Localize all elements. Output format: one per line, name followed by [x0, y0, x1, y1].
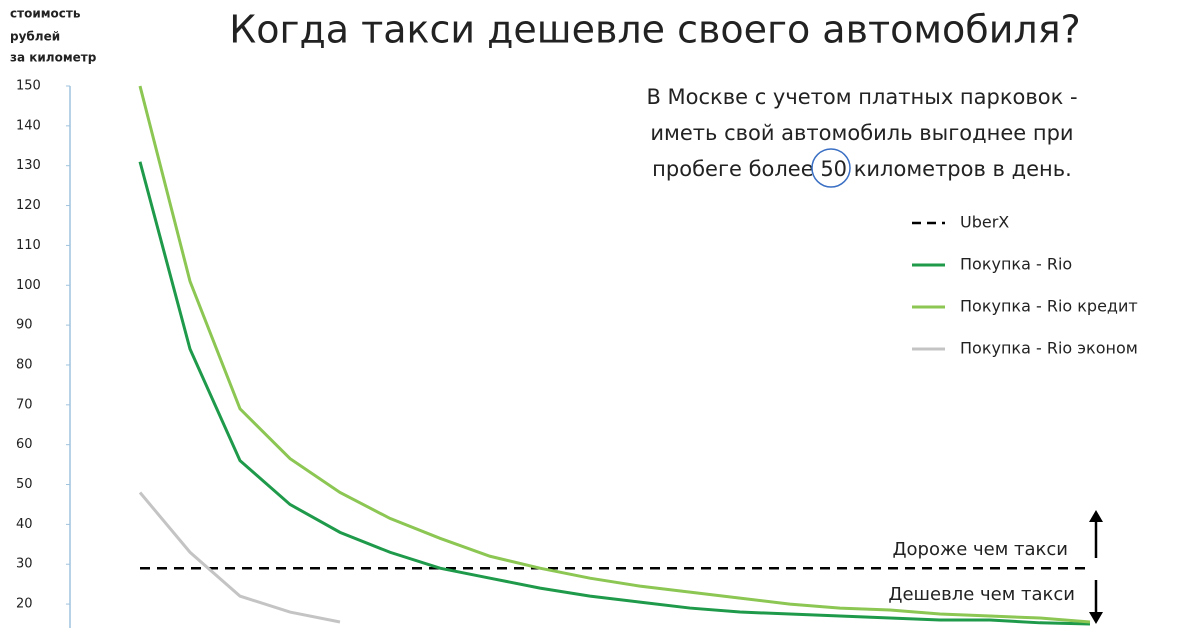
annotation: Дешевле чем такси [888, 584, 1075, 605]
y-tick-label: 60 [16, 437, 33, 452]
y-tick-label: 100 [16, 278, 41, 293]
chart-title: Когда такси дешевле своего автомобиля? [229, 8, 1080, 52]
subtitle: пробеге более 50 километров в день. [652, 157, 1072, 181]
y-axis-label: стоимость [10, 7, 81, 21]
y-axis-label: за километр [10, 51, 97, 65]
y-tick-label: 150 [16, 79, 41, 94]
y-tick-label: 80 [16, 357, 33, 372]
legend-label: Покупка - Rio кредит [960, 297, 1138, 316]
series-line [138, 85, 1091, 624]
y-tick-label: 140 [16, 118, 41, 133]
subtitle: иметь свой автомобиль выгоднее при [650, 121, 1073, 145]
y-tick-label: 40 [16, 517, 33, 532]
subtitle: В Москве с учетом платных парковок - [646, 85, 1077, 109]
series-line [138, 161, 1091, 626]
y-tick-label: 30 [16, 557, 33, 572]
y-tick-label: 110 [16, 238, 41, 253]
y-tick-label: 70 [16, 397, 33, 412]
series-line [138, 491, 341, 624]
legend-label: UberX [960, 213, 1009, 232]
y-tick-label: 20 [16, 597, 33, 612]
legend-label: Покупка - Rio эконом [960, 339, 1138, 358]
y-axis-label: рублей [10, 30, 60, 44]
y-tick-label: 120 [16, 198, 41, 213]
annotation: Дороже чем такси [892, 539, 1068, 560]
y-tick-label: 90 [16, 318, 33, 333]
highlight-circle [811, 148, 851, 188]
arrows [1089, 510, 1103, 624]
y-tick-label: 50 [16, 477, 33, 492]
legend-label: Покупка - Rio [960, 255, 1072, 274]
y-tick-label: 130 [16, 158, 41, 173]
